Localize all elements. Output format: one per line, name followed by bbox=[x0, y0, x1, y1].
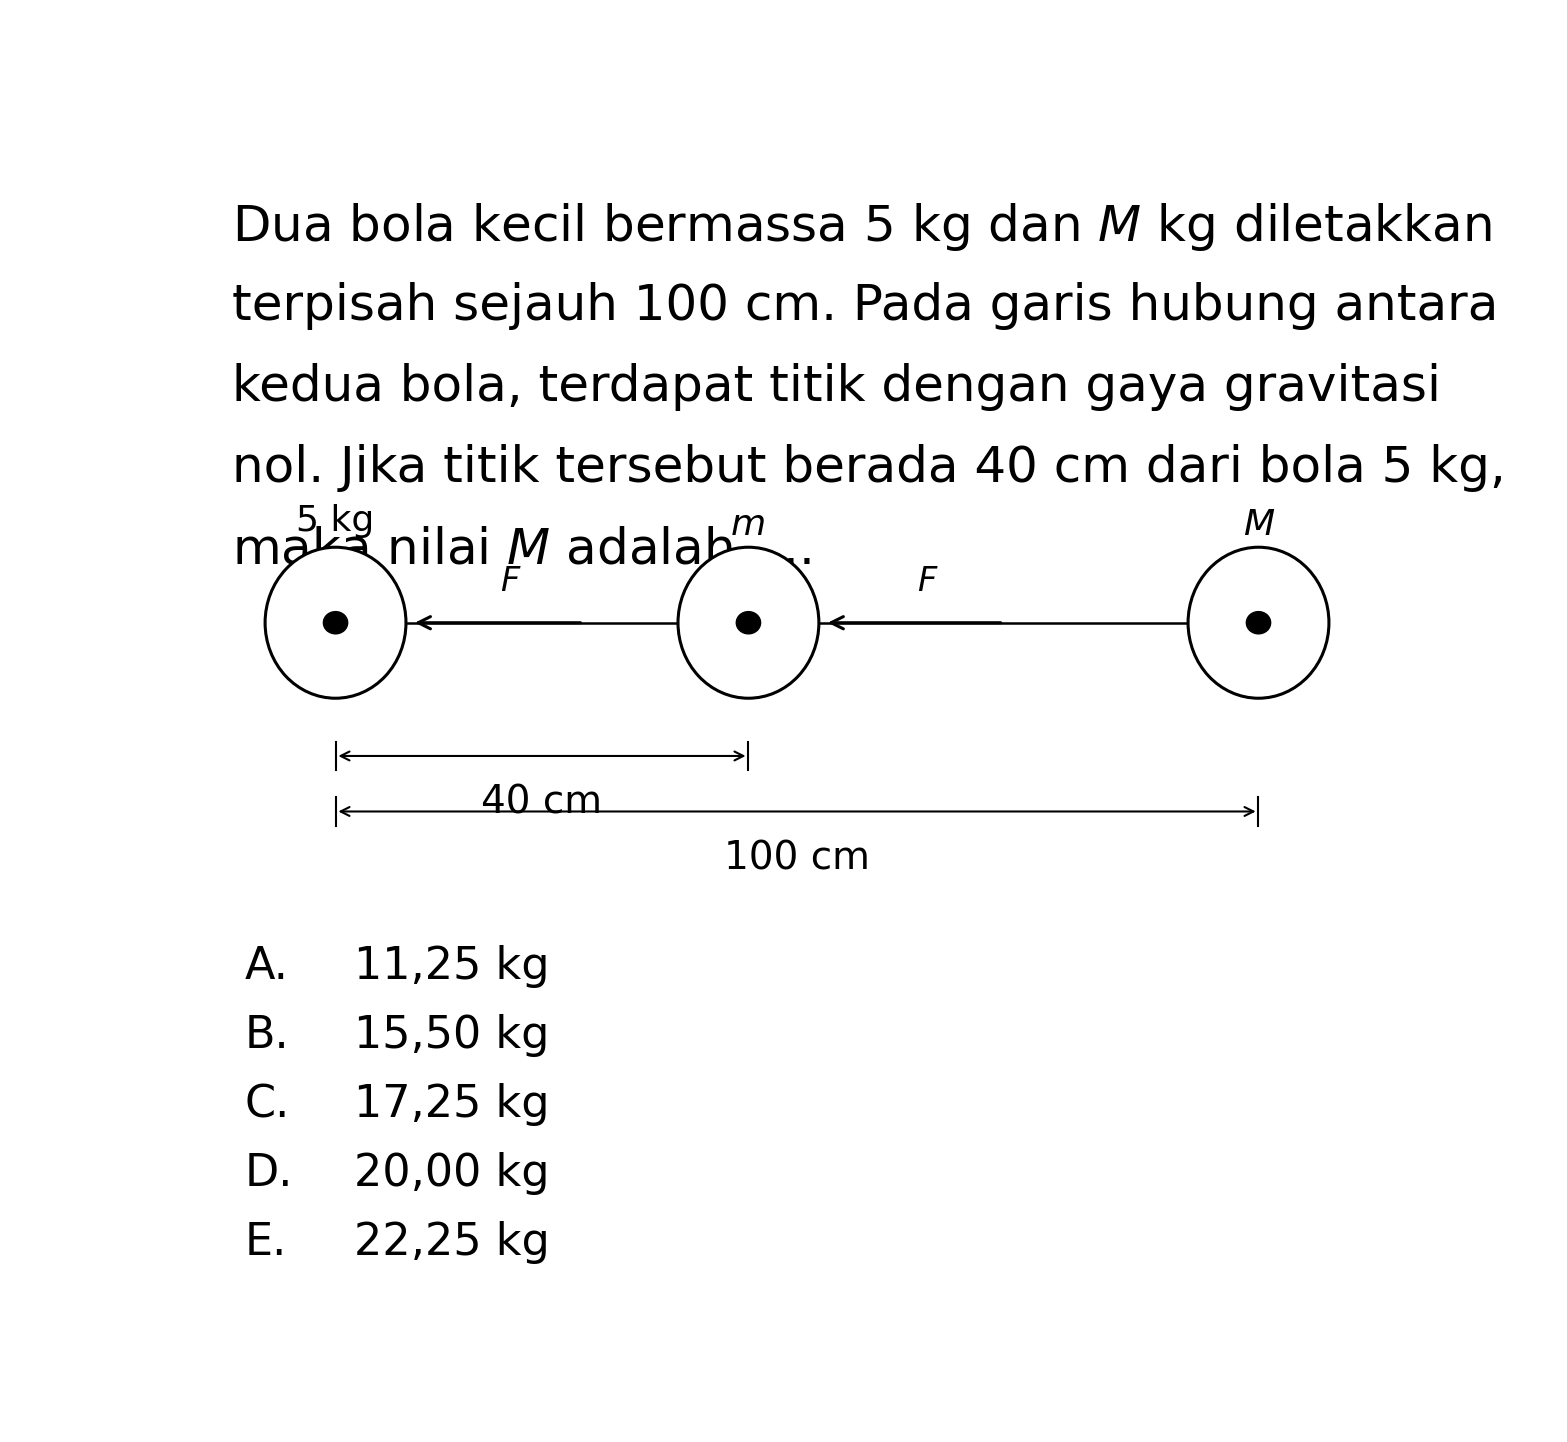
Text: 15,50 kg: 15,50 kg bbox=[354, 1014, 548, 1057]
Text: 17,25 kg: 17,25 kg bbox=[354, 1083, 550, 1126]
Text: m: m bbox=[730, 508, 766, 542]
Text: 22,25 kg: 22,25 kg bbox=[354, 1221, 550, 1263]
Circle shape bbox=[1246, 611, 1271, 634]
Text: 100 cm: 100 cm bbox=[724, 839, 870, 877]
Ellipse shape bbox=[679, 547, 820, 698]
Text: terpisah sejauh 100 cm. Pada garis hubung antara: terpisah sejauh 100 cm. Pada garis hubun… bbox=[232, 281, 1498, 330]
Text: nol. Jika titik tersebut berada 40 cm dari bola 5 kg,: nol. Jika titik tersebut berada 40 cm da… bbox=[232, 444, 1506, 492]
Ellipse shape bbox=[265, 547, 406, 698]
Text: kedua bola, terdapat titik dengan gaya gravitasi: kedua bola, terdapat titik dengan gaya g… bbox=[232, 363, 1442, 411]
Text: 20,00 kg: 20,00 kg bbox=[354, 1152, 550, 1195]
Text: D.: D. bbox=[244, 1152, 293, 1195]
Text: Dua bola kecil bermassa 5 kg dan $\it{M}$ kg diletakkan: Dua bola kecil bermassa 5 kg dan $\it{M}… bbox=[232, 200, 1492, 252]
Text: 40 cm: 40 cm bbox=[481, 784, 602, 822]
Text: A.: A. bbox=[244, 946, 288, 988]
Text: E.: E. bbox=[244, 1221, 287, 1263]
Text: F: F bbox=[500, 565, 519, 598]
Text: B.: B. bbox=[244, 1014, 288, 1057]
Text: 5 kg: 5 kg bbox=[296, 505, 375, 538]
Circle shape bbox=[323, 611, 348, 634]
Text: M: M bbox=[1243, 508, 1274, 542]
Text: 11,25 kg: 11,25 kg bbox=[354, 946, 550, 988]
Circle shape bbox=[736, 611, 760, 634]
Text: C.: C. bbox=[244, 1083, 290, 1126]
Text: maka nilai $\it{M}$ adalah ....: maka nilai $\it{M}$ adalah .... bbox=[232, 525, 812, 572]
Text: F: F bbox=[917, 565, 935, 598]
Ellipse shape bbox=[1188, 547, 1329, 698]
